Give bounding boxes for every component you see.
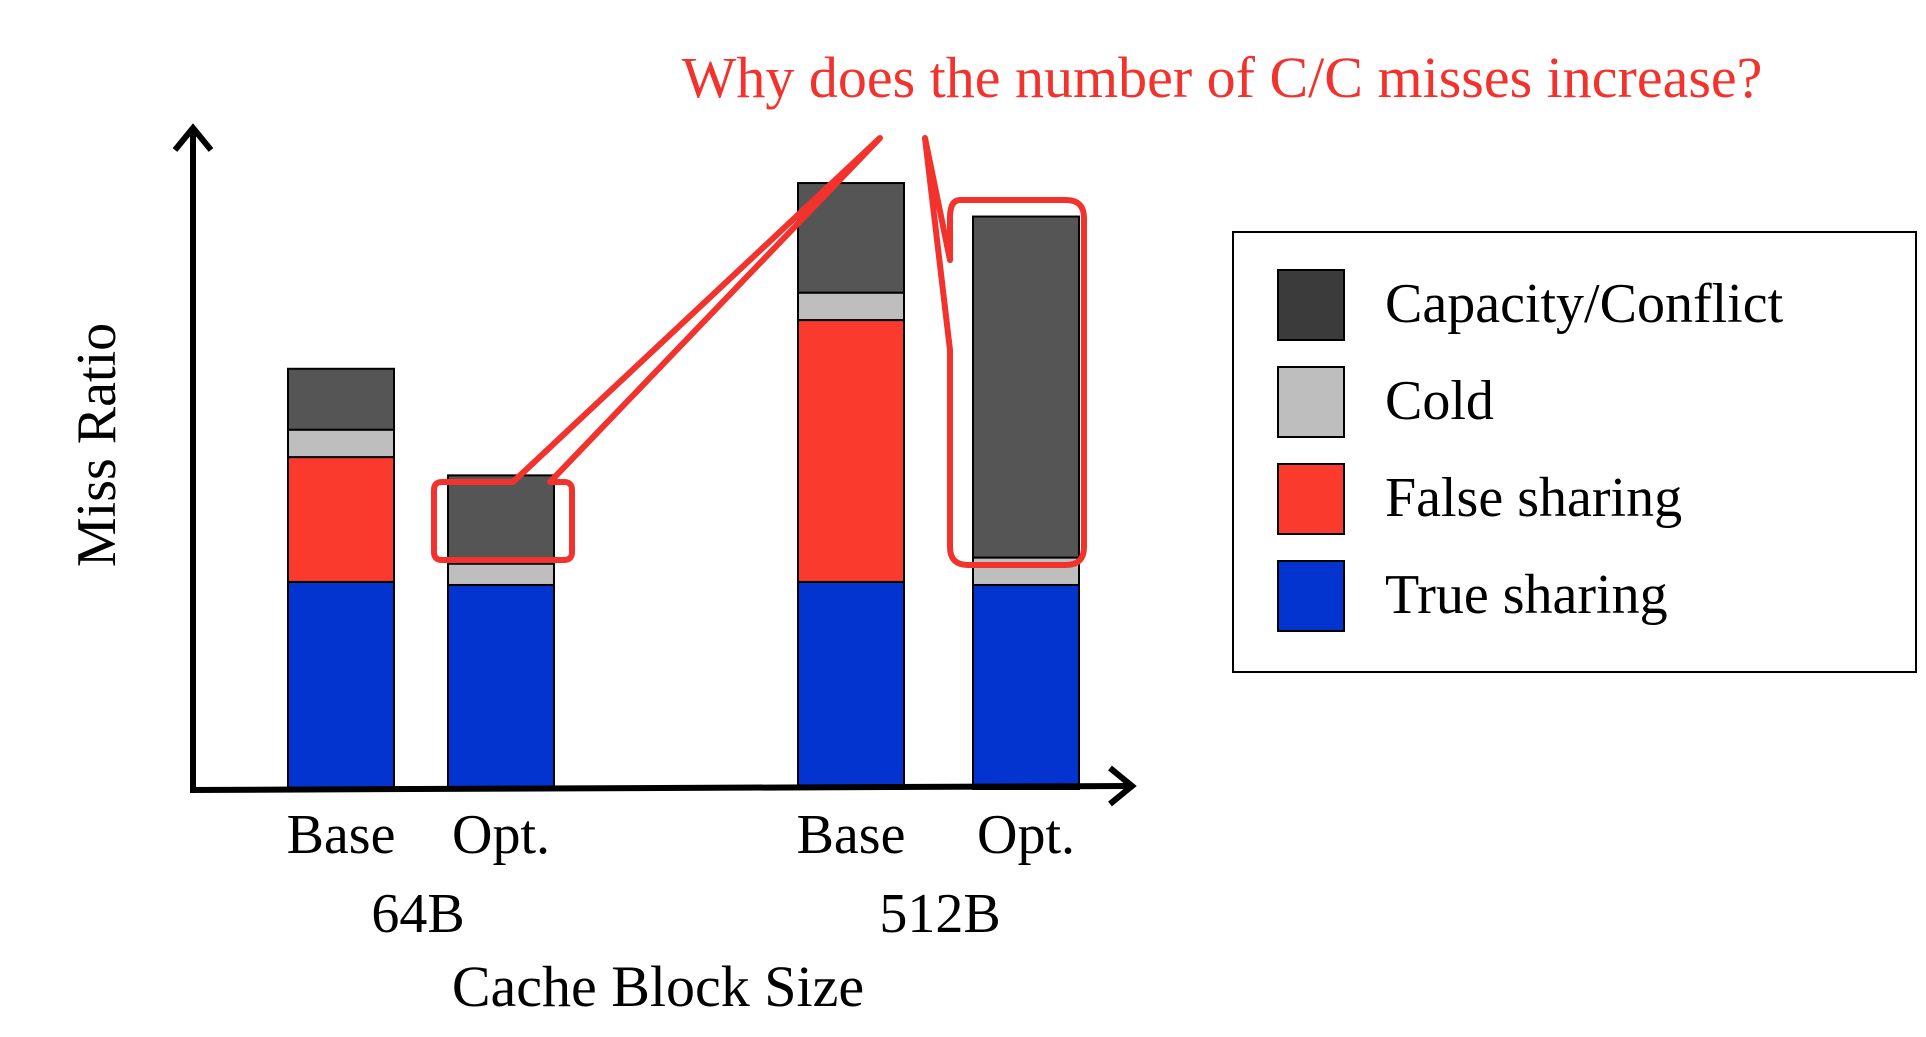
legend-swatch-cold xyxy=(1277,366,1345,438)
x-tick-label-64b-opt: Opt. xyxy=(452,804,550,866)
bar-512b-opt-true-sharing xyxy=(972,583,1080,790)
bars-layer xyxy=(287,182,1080,790)
callout-annotation: Why does the number of C/C misses increa… xyxy=(431,45,1763,568)
legend-label-false-sharing: False sharing xyxy=(1385,467,1682,529)
bar-64b-base-cold xyxy=(287,428,395,459)
bar-64b-base-true-sharing xyxy=(287,580,395,790)
legend-label-capacity-conflict: Capacity/Conflict xyxy=(1385,273,1784,335)
y-axis-arrowhead xyxy=(172,123,214,152)
y-axis-title: Miss Ratio xyxy=(66,323,128,567)
callout-box-512b-opt xyxy=(922,135,1087,568)
legend-label-true-sharing: True sharing xyxy=(1385,564,1668,626)
callout-box-64b-opt xyxy=(431,135,883,563)
legend-swatch-capacity-conflict xyxy=(1277,269,1345,341)
legend-label-cold: Cold xyxy=(1385,370,1494,432)
bar-512b-base-cold xyxy=(797,291,905,322)
x-axis xyxy=(189,783,1131,793)
group-label-64b: 64B xyxy=(371,883,464,945)
group-label-512b: 512B xyxy=(879,883,1000,945)
bar-64b-opt-cold xyxy=(447,562,555,586)
bar-64b-base-capacity-conflict xyxy=(287,367,395,431)
callout-text: Why does the number of C/C misses increa… xyxy=(682,45,1763,110)
legend-box xyxy=(1232,231,1917,673)
bar-512b-base-true-sharing xyxy=(797,580,905,790)
legend: Capacity/Conflict Cold False sharing True s… xyxy=(1232,231,1917,673)
legend-swatch-true-sharing xyxy=(1277,560,1345,632)
x-tick-label-512b-opt: Opt. xyxy=(977,804,1075,866)
bar-512b-base-false-sharing xyxy=(797,319,905,583)
legend-swatch-false-sharing xyxy=(1277,463,1345,535)
x-axis-arrowhead xyxy=(1108,765,1137,807)
bar-512b-opt-cold xyxy=(972,556,1080,586)
x-tick-labels: Base Opt. Base Opt. xyxy=(287,804,1075,866)
x-tick-label-512b-base: Base xyxy=(797,804,906,866)
x-tick-label-64b-base: Base xyxy=(287,804,396,866)
bar-64b-base-false-sharing xyxy=(287,456,395,583)
bar-64b-opt-capacity-conflict xyxy=(447,474,555,565)
bar-64b-opt-true-sharing xyxy=(447,583,555,790)
bar-512b-opt-capacity-conflict xyxy=(972,215,1080,559)
x-axis-title: Cache Block Size xyxy=(452,954,864,1019)
